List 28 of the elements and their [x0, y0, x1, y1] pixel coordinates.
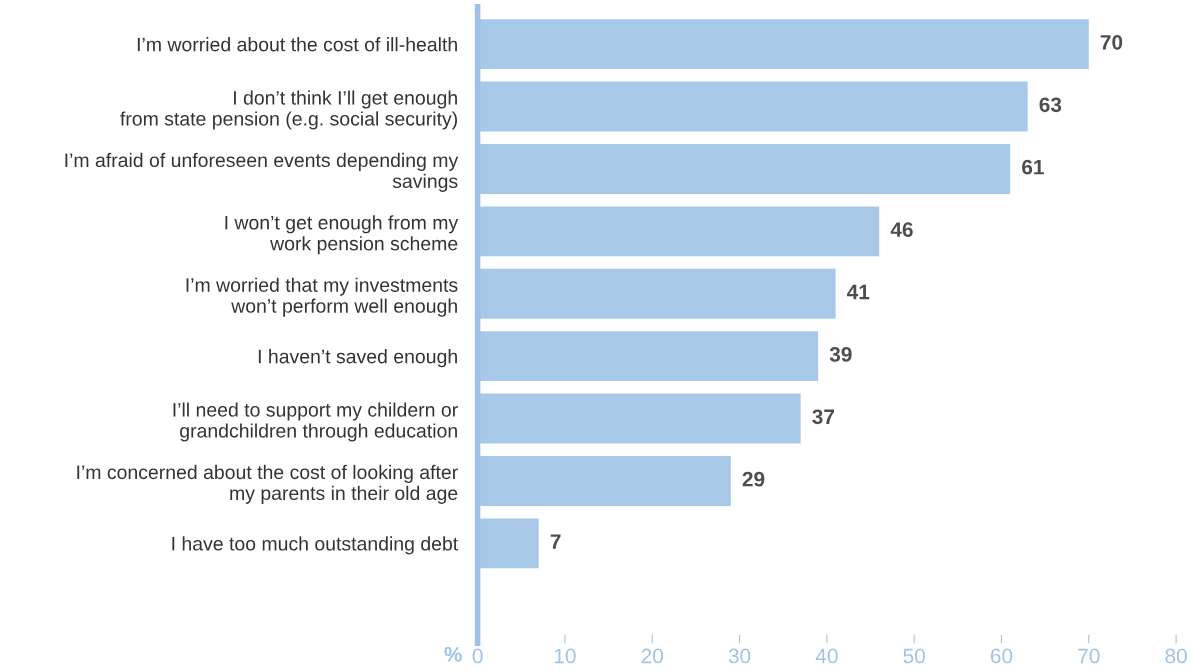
data-label: 61 [1022, 159, 1044, 175]
y-tick-label: I’ll need to support my childern or grandchildren through education [173, 402, 458, 442]
x-tick-label: 20 [641, 648, 663, 664]
y-tick-label: I have too much outstanding debt [172, 536, 459, 555]
x-tick-label: 80 [1165, 648, 1187, 664]
y-tick-label: I haven’t saved enough [258, 349, 457, 368]
y-tick-label: I’m worried about the cost of ill-health [137, 37, 457, 52]
y-tick-label: I’m worried that my investments won’t perform well enough [186, 277, 458, 317]
data-label: 70 [1100, 34, 1123, 50]
x-tick-label: 50 [903, 648, 925, 664]
x-tick-label: 40 [815, 648, 838, 664]
x-tick-label: 0 [472, 648, 483, 664]
x-tick-label: 10 [554, 648, 576, 664]
data-label: 29 [742, 471, 765, 487]
x-axis-title: % [444, 646, 462, 662]
data-label: 41 [847, 284, 870, 300]
data-label: 7 [550, 534, 561, 549]
data-label: 37 [812, 409, 835, 425]
x-tick-label: 30 [728, 648, 751, 664]
y-tick-label: I’m concerned about the cost of looking after my parents in their old age [77, 464, 458, 504]
y-tick-label: I won’t get enough from my work pension scheme [225, 215, 459, 255]
data-label: 63 [1039, 97, 1062, 113]
y-tick-label: I don’t think I’ll get enough from state pension (e.g. social security) [120, 90, 457, 130]
data-label: 39 [829, 346, 852, 362]
data-label: 46 [890, 222, 913, 237]
x-tick-label: 70 [1078, 648, 1100, 664]
y-tick-label: I’m afraid of unforeseen events depending my savings [65, 152, 459, 192]
x-tick-label: 60 [990, 648, 1013, 664]
